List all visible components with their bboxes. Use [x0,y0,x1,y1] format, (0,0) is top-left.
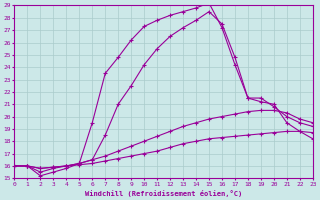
X-axis label: Windchill (Refroidissement éolien,°C): Windchill (Refroidissement éolien,°C) [85,190,242,197]
